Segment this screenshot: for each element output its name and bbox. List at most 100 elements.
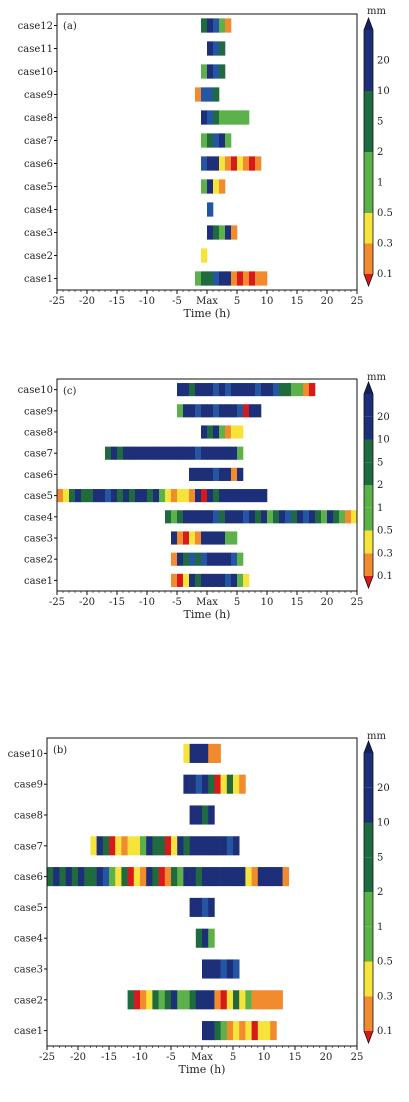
x-tick-label: -15: [109, 296, 125, 307]
x-tick-label: 10: [261, 597, 274, 608]
x-tick-label: -20: [79, 296, 95, 307]
cell: [243, 489, 250, 503]
colorbar-segment: [364, 530, 373, 554]
cell: [189, 446, 196, 460]
cell: [183, 489, 190, 503]
cell: [202, 1021, 209, 1041]
case-label: case10: [8, 749, 43, 760]
cell: [202, 774, 209, 794]
colorbar-tip: [364, 274, 373, 286]
cell: [219, 18, 226, 33]
panel-1: (c) case1 case2 case3 case4 case5 case6 case7 ca…: [18, 372, 393, 621]
x-tick-label: 20: [320, 1052, 333, 1063]
case-label: case1: [14, 1026, 43, 1037]
colorbar-label: 2: [377, 480, 383, 491]
cell: [270, 990, 277, 1010]
cell: [237, 110, 244, 125]
colorbar-segment: [364, 892, 373, 927]
cell: [231, 110, 238, 125]
case-label: case9: [14, 780, 43, 791]
cell: [78, 867, 85, 887]
cell: [219, 446, 226, 460]
cell: [189, 489, 196, 503]
cell: [237, 271, 244, 286]
cell: [201, 271, 208, 286]
cell: [208, 928, 215, 948]
cell: [195, 87, 202, 102]
cell: [111, 489, 118, 503]
cell: [201, 87, 208, 102]
cell: [208, 836, 215, 856]
cell: [195, 928, 203, 948]
cell: [214, 774, 221, 794]
cell: [201, 573, 208, 587]
cell: [135, 489, 142, 503]
cell: [99, 489, 106, 503]
cell: [152, 836, 159, 856]
cell: [158, 867, 166, 887]
colorbar-segment: [364, 243, 373, 274]
colorbar-label: 5: [377, 852, 383, 863]
cell: [183, 446, 190, 460]
cell: [183, 573, 190, 587]
cell: [219, 489, 226, 503]
cell: [123, 446, 130, 460]
cell: [231, 446, 238, 460]
cell: [189, 774, 197, 794]
colorbar-segment: [364, 553, 373, 576]
cell: [140, 836, 147, 856]
cell: [164, 836, 172, 856]
cell: [249, 271, 256, 286]
cell: [123, 489, 130, 503]
cell: [195, 897, 203, 917]
cell: [233, 1021, 240, 1041]
panel-0: (a) case1 case2 case3 case4 case5 case6 case7 ca…: [18, 6, 393, 320]
cell: [201, 425, 208, 439]
cell: [177, 404, 184, 418]
x-tick-label: 20: [321, 597, 334, 608]
cell: [171, 867, 178, 887]
cell: [231, 404, 238, 418]
cell: [201, 404, 208, 418]
colorbar-segment: [364, 30, 373, 61]
cell: [183, 867, 190, 887]
case-label: case5: [14, 903, 43, 914]
cell: [243, 573, 250, 587]
cell: [189, 404, 196, 418]
colorbar-label: 1: [377, 922, 383, 933]
cell: [255, 156, 262, 171]
cell: [226, 836, 234, 856]
x-tick-label: 15: [289, 1052, 302, 1063]
cell: [183, 774, 190, 794]
cell: [208, 897, 215, 917]
cell: [297, 510, 304, 524]
colorbar-label: 1: [377, 503, 383, 514]
cell: [239, 774, 246, 794]
cell: [195, 552, 202, 566]
cell: [133, 990, 141, 1010]
cell: [189, 990, 197, 1010]
colorbar-segment: [364, 857, 373, 892]
cell: [53, 867, 60, 887]
cell: [220, 959, 228, 979]
cell: [264, 867, 271, 887]
cell: [207, 202, 214, 217]
cell: [251, 990, 259, 1010]
cell: [208, 805, 215, 825]
cell: [208, 774, 215, 794]
cell: [153, 446, 160, 460]
x-axis-label: Time (h): [184, 608, 231, 621]
cell: [255, 404, 262, 418]
cell: [243, 383, 250, 397]
cell: [231, 552, 238, 566]
x-tick-label: 5: [230, 1052, 236, 1063]
cell: [237, 467, 244, 481]
cell: [213, 87, 220, 102]
cell: [213, 425, 220, 439]
cell: [207, 552, 214, 566]
cell: [245, 1021, 252, 1041]
cell: [285, 383, 292, 397]
x-tick-label: -15: [109, 597, 125, 608]
colorbar-segment: [364, 152, 373, 183]
cell: [321, 510, 328, 524]
